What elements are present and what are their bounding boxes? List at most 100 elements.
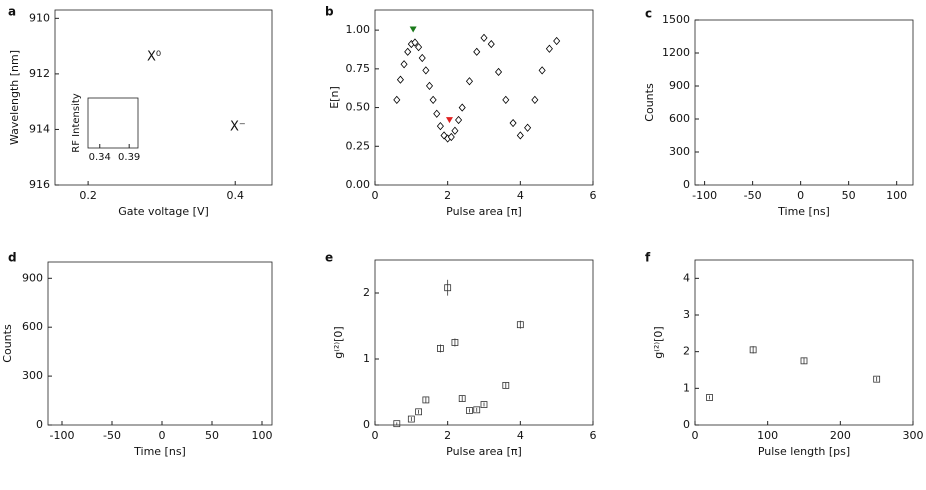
data-point: [466, 407, 473, 414]
data-point: [706, 394, 713, 401]
data-point: [400, 60, 408, 69]
y-tick-label: 0: [36, 418, 43, 431]
data-point: [393, 420, 401, 428]
data-point: [487, 39, 495, 49]
data-point: [458, 395, 466, 403]
y-tick-label: 1: [683, 381, 690, 394]
y-axis-label: E[n]: [328, 86, 341, 109]
data-point: [800, 357, 808, 365]
data-point: [436, 122, 444, 131]
data-point: [531, 95, 539, 104]
y-tick-label: 1200: [662, 46, 690, 59]
x-tick-label: 0: [372, 189, 379, 202]
y-tick-label: 0: [363, 418, 370, 431]
data-point: [444, 284, 452, 292]
data-point: [509, 118, 517, 128]
x-tick-label: 6: [590, 429, 597, 442]
data-point: [538, 66, 546, 75]
x-tick-label: 0: [692, 429, 699, 442]
x-tick-label: 50: [842, 189, 856, 202]
data-point: [393, 95, 401, 104]
data-point: [873, 375, 881, 383]
plot-frame: [374, 259, 594, 426]
data-point: [436, 345, 444, 352]
data-point: [404, 47, 412, 56]
data-point: [429, 95, 437, 104]
data-point: [451, 126, 459, 135]
data-point: [465, 77, 473, 86]
y-tick-label: 916: [29, 178, 50, 191]
x-tick-label: 200: [830, 429, 851, 442]
x-tick-label: 0.2: [79, 189, 97, 202]
y-axis-label: g⁽²⁾[0]: [332, 326, 345, 358]
x-tick-label: 0: [372, 429, 379, 442]
data-point: [545, 44, 553, 53]
x-tick-label: 100: [252, 429, 273, 442]
data-point: [415, 408, 423, 416]
y-axis-label: Counts: [643, 83, 656, 122]
marker-triangle: [409, 26, 417, 33]
y-axis-label: RF Intensity: [71, 93, 82, 152]
data-point: [415, 43, 423, 52]
panel-label: e: [325, 251, 333, 265]
y-tick-label: 0.50: [346, 101, 371, 114]
y-tick-label: 2: [683, 345, 690, 358]
x-tick-label: 6: [590, 189, 597, 202]
data-point: [451, 339, 459, 346]
x-axis-label: Time [ns]: [777, 205, 830, 218]
data-point: [524, 123, 532, 132]
y-tick-label: 600: [22, 320, 43, 333]
y-tick-label: 600: [669, 112, 690, 125]
y-tick-label: 300: [669, 145, 690, 158]
plot-frame: [47, 261, 273, 426]
data-point: [422, 66, 430, 75]
x-tick-label: 2: [444, 429, 451, 442]
plot-frame: [694, 19, 914, 186]
x-tick-label: -100: [50, 429, 75, 442]
data-point: [422, 396, 430, 404]
data-point: [433, 109, 441, 118]
x-tick-label: 2: [444, 189, 451, 202]
y-tick-label: 4: [683, 271, 690, 284]
annotation: X⁰: [147, 50, 161, 65]
data-point: [455, 115, 463, 125]
x-tick-label: 100: [757, 429, 778, 442]
y-tick-label: 0.75: [346, 62, 371, 75]
data-point: [411, 38, 419, 47]
data-point: [480, 401, 488, 408]
marker-triangle: [445, 117, 453, 124]
plot-frame: [694, 259, 914, 426]
x-tick-label: 0: [159, 429, 166, 442]
x-axis-label: Gate voltage [V]: [118, 205, 209, 218]
x-tick-label: -100: [692, 189, 717, 202]
panel-label: a: [8, 5, 16, 19]
y-tick-label: 1500: [662, 13, 690, 26]
data-point: [553, 36, 561, 46]
x-tick-label: 4: [517, 189, 524, 202]
x-axis-label: Time [ns]: [133, 445, 186, 458]
x-tick-label: 0.4: [226, 189, 244, 202]
y-tick-label: 2: [363, 286, 370, 299]
panel-label: f: [645, 251, 651, 265]
x-axis-label: Pulse area [π]: [446, 205, 522, 218]
annotation: X⁻: [230, 120, 246, 135]
data-point: [447, 132, 455, 142]
data-point: [396, 75, 404, 84]
y-tick-label: 0.25: [346, 139, 371, 152]
data-point: [425, 81, 434, 90]
plot-frame: [87, 97, 139, 149]
x-tick-label: 300: [903, 429, 924, 442]
y-tick-label: 912: [29, 67, 50, 80]
y-tick-label: 3: [683, 308, 690, 321]
panel-label: d: [8, 251, 17, 265]
x-tick-label: -50: [103, 429, 121, 442]
y-tick-label: 0: [683, 178, 690, 191]
x-axis-label: Pulse length [ps]: [758, 445, 850, 458]
data-point: [495, 67, 503, 77]
x-tick-label: 0: [797, 189, 804, 202]
data-point: [480, 33, 488, 42]
panel-label: b: [325, 5, 334, 19]
y-tick-label: 900: [22, 271, 43, 284]
y-tick-label: 914: [29, 122, 50, 135]
